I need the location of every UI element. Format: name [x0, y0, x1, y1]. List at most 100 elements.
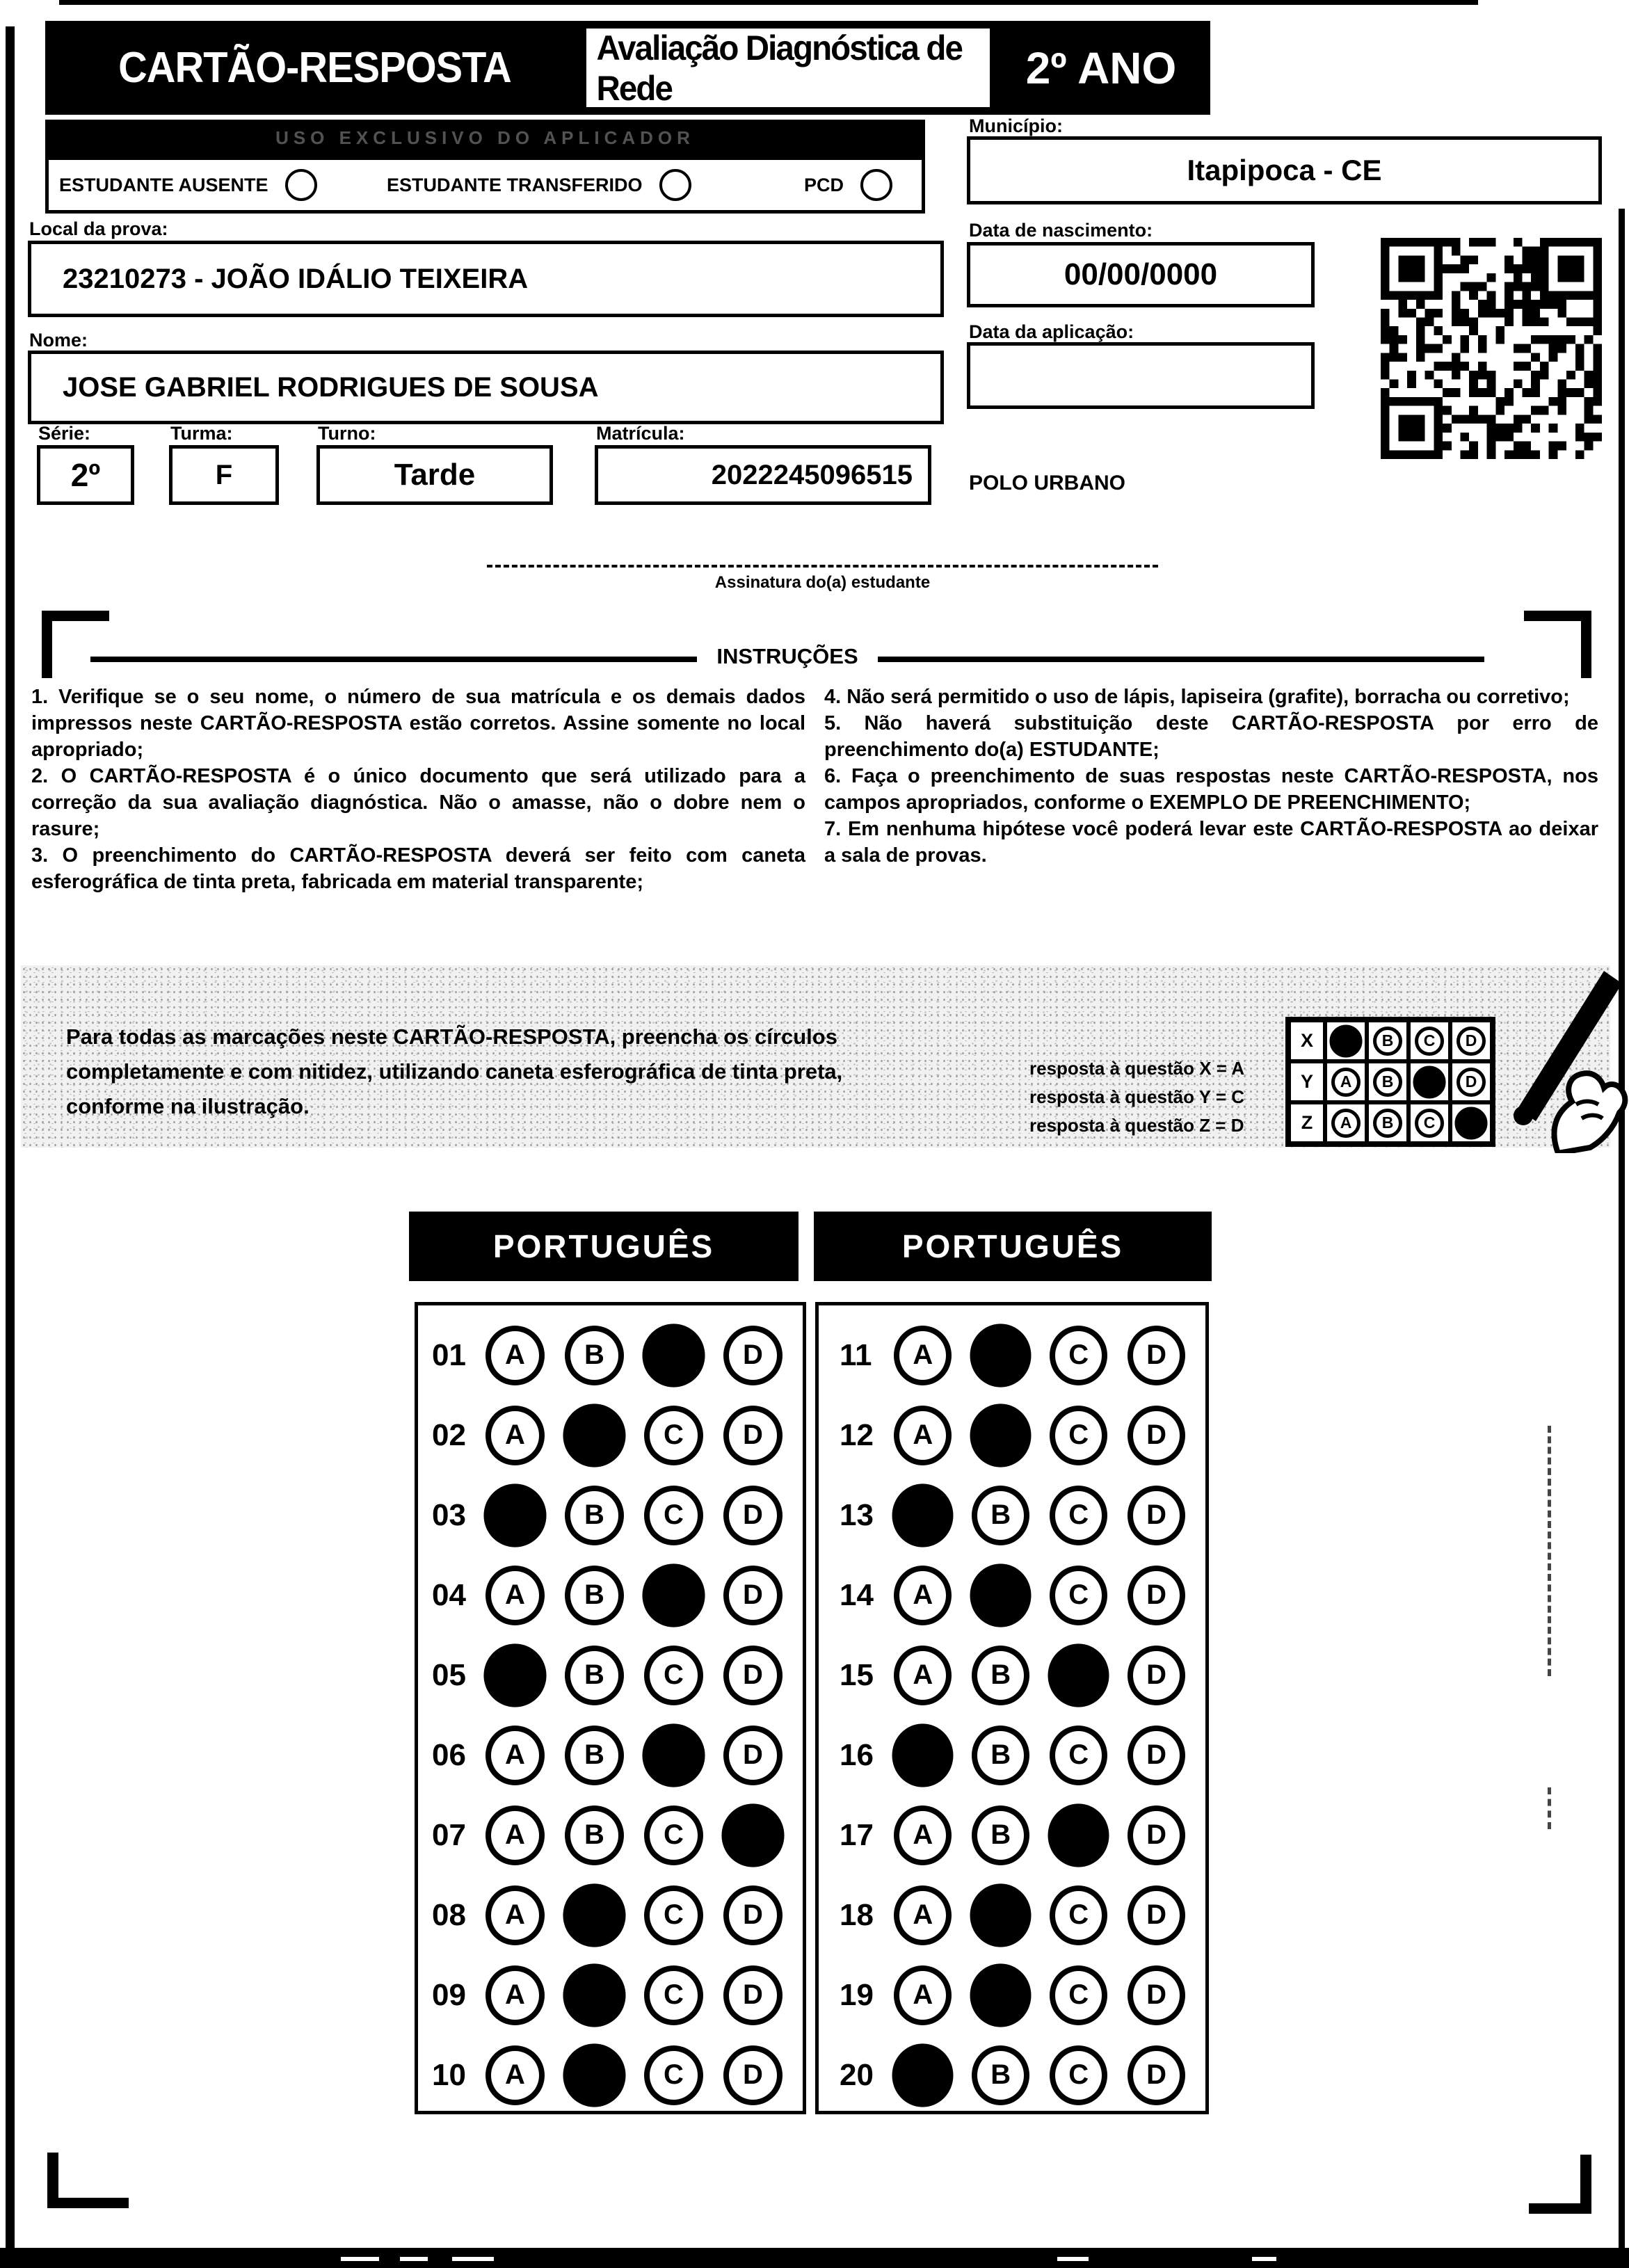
- answer-bubble-B[interactable]: B: [972, 2045, 1030, 2105]
- answer-bubble-B[interactable]: B: [564, 1805, 624, 1865]
- answer-bubble-B[interactable]: B: [563, 1883, 626, 1947]
- example-option-cell: B: [1367, 1061, 1409, 1102]
- question-number: 11: [840, 1337, 872, 1372]
- answer-bubble-A[interactable]: A: [894, 1325, 952, 1385]
- answer-bubble-D[interactable]: D: [1128, 1725, 1185, 1785]
- example-bubble-A: A: [1331, 1108, 1361, 1138]
- answer-bubble-C[interactable]: C: [1050, 1325, 1108, 1385]
- answer-bubble-B[interactable]: B: [564, 1645, 624, 1705]
- answer-bubble-A[interactable]: A: [483, 1643, 547, 1707]
- answer-bubble-C[interactable]: C: [1050, 1725, 1108, 1785]
- answer-bubble-B[interactable]: B: [970, 1323, 1032, 1388]
- answer-bubble-C[interactable]: C: [642, 1723, 705, 1787]
- answer-bubble-B[interactable]: B: [970, 1883, 1032, 1947]
- question-number: 15: [840, 1657, 874, 1692]
- answer-bubble-D[interactable]: D: [723, 1725, 783, 1785]
- question-number: 17: [840, 1817, 874, 1852]
- answer-bubble-A[interactable]: A: [483, 1483, 547, 1547]
- answer-bubble-D[interactable]: D: [1128, 1565, 1185, 1625]
- instructions-left: 1. Verifique se o seu nome, o número de …: [31, 684, 805, 895]
- answer-bubble-D[interactable]: D: [723, 1645, 783, 1705]
- answer-bubble-B[interactable]: B: [972, 1725, 1030, 1785]
- answer-bubble-C[interactable]: C: [1050, 1485, 1108, 1545]
- answer-bubble-B[interactable]: B: [972, 1805, 1030, 1865]
- answer-bubble-A[interactable]: A: [485, 2045, 545, 2105]
- answer-bubble-B[interactable]: B: [970, 1403, 1032, 1467]
- answer-bubble-B[interactable]: B: [563, 1403, 626, 1467]
- answer-bubble-A[interactable]: A: [485, 1405, 545, 1465]
- answer-bubble-B[interactable]: B: [564, 1325, 624, 1385]
- answer-row: 05 ABCD: [432, 1635, 803, 1715]
- answer-bubble-D[interactable]: D: [1128, 2045, 1185, 2105]
- answer-bubble-C[interactable]: C: [643, 1645, 703, 1705]
- answer-bubble-D[interactable]: D: [723, 2045, 783, 2105]
- question-number: 19: [840, 1977, 874, 2012]
- answer-bubble-D[interactable]: D: [723, 1325, 783, 1385]
- answer-card-1: 01ABCD02ABCD03ABCD04ABCD05ABCD06ABCD07AB…: [415, 1302, 806, 2114]
- answer-row: 11 ABCD: [840, 1315, 1205, 1395]
- answer-bubble-B[interactable]: B: [563, 1963, 626, 2027]
- answer-bubble-B[interactable]: B: [564, 1485, 624, 1545]
- answer-bubble-B[interactable]: B: [972, 1645, 1030, 1705]
- answer-bubble-D[interactable]: D: [723, 1485, 783, 1545]
- answer-bubble-C[interactable]: C: [1048, 1643, 1109, 1707]
- answer-bubble-B[interactable]: B: [564, 1725, 624, 1785]
- status-option-bubble[interactable]: [860, 169, 893, 201]
- answer-bubble-D[interactable]: D: [723, 1405, 783, 1465]
- answer-bubble-C[interactable]: C: [1050, 2045, 1108, 2105]
- answer-bubble-D[interactable]: D: [721, 1803, 785, 1867]
- answer-bubble-A[interactable]: A: [485, 1565, 545, 1625]
- answer-bubble-C[interactable]: C: [1050, 1565, 1108, 1625]
- answer-bubble-C[interactable]: C: [643, 1965, 703, 2025]
- answer-bubble-A[interactable]: A: [485, 1965, 545, 2025]
- answer-bubble-C[interactable]: C: [643, 1405, 703, 1465]
- answer-bubble-B[interactable]: B: [563, 2043, 626, 2107]
- answer-bubble-B[interactable]: B: [970, 1563, 1032, 1627]
- answer-bubble-D[interactable]: D: [1128, 1805, 1185, 1865]
- answer-row: 10 ABCD: [432, 2035, 803, 2115]
- answer-bubble-D[interactable]: D: [1128, 1325, 1185, 1385]
- answer-bubble-B[interactable]: B: [972, 1485, 1030, 1545]
- answer-bubble-A[interactable]: A: [485, 1885, 545, 1945]
- answer-bubble-D[interactable]: D: [1128, 1485, 1185, 1545]
- answer-bubble-C[interactable]: C: [643, 1885, 703, 1945]
- answer-bubble-A[interactable]: A: [894, 1885, 952, 1945]
- answer-bubble-A[interactable]: A: [892, 1723, 954, 1787]
- answer-bubble-A[interactable]: A: [892, 2043, 954, 2107]
- status-option-bubble[interactable]: [284, 169, 317, 201]
- answer-bubble-C[interactable]: C: [642, 1563, 705, 1627]
- answer-bubble-A[interactable]: A: [892, 1483, 954, 1547]
- answer-bubble-A[interactable]: A: [485, 1805, 545, 1865]
- answer-bubble-D[interactable]: D: [723, 1885, 783, 1945]
- answer-bubble-D[interactable]: D: [1128, 1885, 1185, 1945]
- answer-bubble-D[interactable]: D: [1128, 1965, 1185, 2025]
- answer-bubble-B[interactable]: B: [564, 1565, 624, 1625]
- answer-bubble-D[interactable]: D: [723, 1565, 783, 1625]
- answer-bubble-A[interactable]: A: [894, 1805, 952, 1865]
- answer-bubble-C[interactable]: C: [1050, 1405, 1108, 1465]
- question-number: 07: [432, 1817, 466, 1852]
- answer-bubble-C[interactable]: C: [643, 2045, 703, 2105]
- answer-row: 07 ABCD: [432, 1795, 803, 1875]
- answer-bubble-C[interactable]: C: [642, 1323, 705, 1388]
- question-number: 08: [432, 1897, 466, 1932]
- example-option-cell: D: [1450, 1102, 1492, 1143]
- answer-bubble-D[interactable]: D: [1128, 1405, 1185, 1465]
- answer-bubble-C[interactable]: C: [1050, 1965, 1108, 2025]
- answer-bubble-C[interactable]: C: [643, 1485, 703, 1545]
- answer-bubble-C[interactable]: C: [1050, 1885, 1108, 1945]
- answer-bubble-A[interactable]: A: [485, 1325, 545, 1385]
- answer-bubble-A[interactable]: A: [894, 1645, 952, 1705]
- answer-bubble-A[interactable]: A: [894, 1405, 952, 1465]
- answer-bubble-C[interactable]: C: [1048, 1803, 1109, 1867]
- answer-bubble-C[interactable]: C: [643, 1805, 703, 1865]
- answer-bubble-D[interactable]: D: [1128, 1645, 1185, 1705]
- answer-bubble-A[interactable]: A: [894, 1565, 952, 1625]
- answer-bubble-D[interactable]: D: [723, 1965, 783, 2025]
- answer-bubble-A[interactable]: A: [894, 1965, 952, 2025]
- status-option-bubble[interactable]: [659, 169, 691, 201]
- exam-title: Avaliação Diagnóstica de Rede: [596, 28, 963, 108]
- answer-bubble-B[interactable]: B: [970, 1963, 1032, 2027]
- answer-bubble-A[interactable]: A: [485, 1725, 545, 1785]
- marking-legend-line: resposta à questão X = A: [1029, 1058, 1244, 1079]
